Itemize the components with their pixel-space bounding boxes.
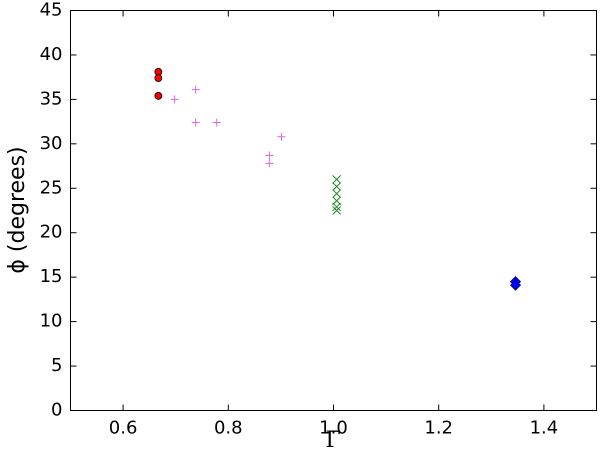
x-tick-label: 0.8	[214, 418, 243, 439]
y-tick-label: 30	[40, 133, 63, 154]
y-tick-label: 10	[40, 311, 63, 332]
point	[265, 159, 274, 168]
point	[332, 182, 342, 191]
point	[332, 189, 342, 198]
point	[265, 151, 274, 160]
y-tick-label: 45	[40, 0, 63, 21]
point	[332, 175, 342, 184]
point	[332, 202, 342, 212]
x-tick-label: 1.2	[424, 418, 453, 439]
x-tick-label: 1.0	[319, 418, 348, 439]
y-tick-label: 25	[40, 177, 63, 198]
point	[332, 196, 342, 206]
y-tick-label: 0	[51, 400, 62, 421]
y-tick-label: 40	[40, 44, 63, 65]
point	[154, 74, 163, 82]
point	[154, 91, 163, 100]
y-tick-label: 15	[40, 266, 63, 287]
point	[277, 132, 286, 141]
x-axis-label: Γ	[325, 428, 340, 453]
point	[191, 118, 200, 127]
x-tick-label: 1.4	[530, 418, 559, 439]
point	[509, 279, 522, 291]
point	[332, 206, 342, 215]
y-axis-label: ϕ (degrees)	[5, 146, 30, 273]
y-tick-label: 20	[40, 222, 63, 243]
y-tick-label: 35	[40, 88, 63, 109]
x-tick-label: 0.6	[109, 418, 138, 439]
point	[212, 118, 221, 127]
y-tick-label: 5	[51, 355, 62, 376]
point	[191, 85, 200, 94]
point	[170, 95, 179, 104]
